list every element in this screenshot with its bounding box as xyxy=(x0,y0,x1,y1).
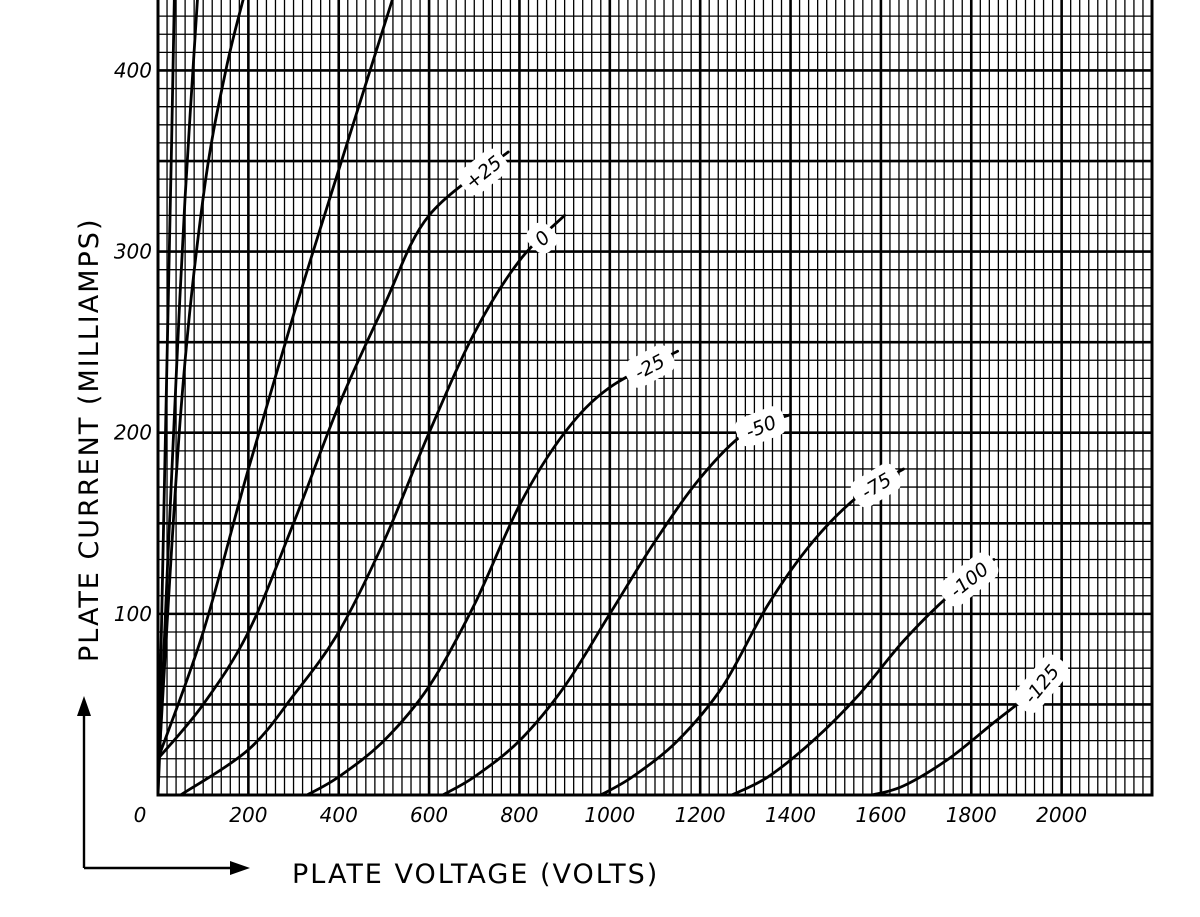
curve-label-background xyxy=(1013,654,1069,714)
curve-label-background xyxy=(735,406,787,447)
curves xyxy=(156,0,1063,797)
axis-frame xyxy=(156,0,1154,797)
y-tick-label: 300 xyxy=(114,240,152,264)
y-tick-label: 200 xyxy=(114,421,152,445)
curve-2 xyxy=(156,0,199,797)
curve-label-background xyxy=(526,222,558,254)
curve-label-background xyxy=(458,148,509,196)
curve-label-background xyxy=(939,552,999,607)
curve-label-group: -75 xyxy=(850,463,902,508)
curve-label-group: 0 xyxy=(526,222,558,254)
curve-label-group: -25 xyxy=(623,344,675,388)
plot-frame xyxy=(156,0,1154,797)
x-tick-label: 0 xyxy=(134,803,147,827)
x-tick-label: 1400 xyxy=(765,803,816,827)
x-tick-label: 1800 xyxy=(946,803,997,827)
x-tick-label: 400 xyxy=(320,803,358,827)
x-tick-label: 1600 xyxy=(855,803,906,827)
grid-bias-curve-9 xyxy=(599,467,905,797)
curve-1 xyxy=(156,0,176,797)
x-axis-title: PLATE VOLTAGE (VOLTS) xyxy=(292,859,659,890)
curve-4 xyxy=(156,0,394,761)
y-tick-label: 400 xyxy=(114,58,152,82)
x-tick-label: 1200 xyxy=(675,803,726,827)
x-tick-label: 2000 xyxy=(1036,803,1087,827)
curve-label-background xyxy=(850,463,902,508)
x-tick-label: 800 xyxy=(500,803,538,827)
y-tick-labels: 100 200 300 400 xyxy=(114,58,152,625)
x-tick-label: 600 xyxy=(410,803,448,827)
grid-bias-curve-8 xyxy=(441,413,792,797)
y-tick-label: 100 xyxy=(114,602,152,626)
grid-bias-curve-6 xyxy=(179,214,566,797)
x-tick-label: 200 xyxy=(229,803,267,827)
grid-bias-curve-7 xyxy=(305,349,679,797)
grid xyxy=(156,0,1154,797)
curve-label-group: +25 xyxy=(458,148,509,196)
grid-bias-curve-5 xyxy=(156,150,510,761)
y-axis-title: PLATE CURRENT (MILLIAMPS) xyxy=(74,218,105,662)
x-tick-labels: 0 200 400 600 800 1000 1200 1400 1600 1800 2000 xyxy=(134,803,1087,827)
curve-label-group: -125 xyxy=(1013,654,1069,714)
axis-arrow xyxy=(77,696,250,875)
curve-3 xyxy=(156,0,245,779)
curve-label-group: -100 xyxy=(939,552,999,607)
curve-label-background xyxy=(623,344,675,388)
x-tick-label: 1000 xyxy=(584,803,635,827)
